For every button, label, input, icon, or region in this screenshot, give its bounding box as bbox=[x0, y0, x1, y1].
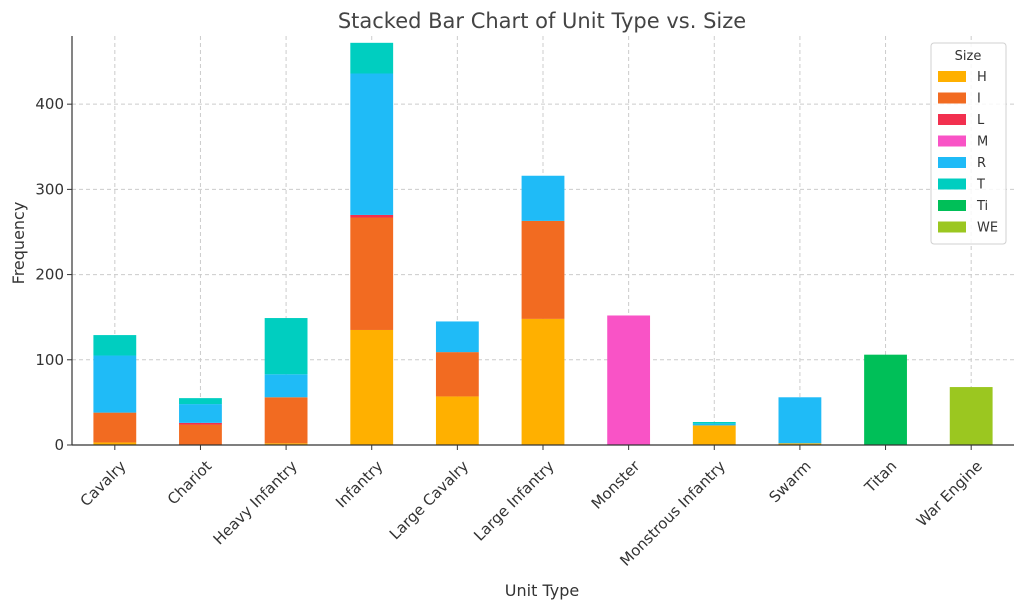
chart-title: Stacked Bar Chart of Unit Type vs. Size bbox=[338, 9, 746, 33]
y-axis-label: Frequency bbox=[9, 202, 28, 285]
y-tick-label: 200 bbox=[35, 266, 64, 284]
y-tick-label: 300 bbox=[35, 180, 64, 198]
bar-segment-r bbox=[778, 397, 822, 444]
bar-segment-h bbox=[435, 396, 479, 445]
legend-swatch-i bbox=[938, 92, 966, 104]
bar-segment-t bbox=[179, 398, 222, 405]
bar-segment-ti bbox=[864, 354, 907, 445]
legend-label: H bbox=[977, 70, 987, 85]
legend-swatch-ti bbox=[938, 200, 966, 211]
y-tick-label: 400 bbox=[35, 95, 64, 113]
bar-segment-l bbox=[179, 422, 222, 425]
legend-swatch-l bbox=[938, 114, 966, 125]
bar-segment-i bbox=[179, 424, 222, 445]
bar-segment-h bbox=[778, 443, 822, 445]
x-tick-label: Infantry bbox=[332, 457, 386, 511]
bar-segment-r bbox=[435, 321, 479, 353]
bar-segment-r bbox=[692, 423, 736, 426]
x-tick-label: Monster bbox=[588, 456, 644, 512]
legend-label: I bbox=[977, 92, 981, 107]
bar-segment-i bbox=[350, 217, 394, 330]
y-tick-label: 0 bbox=[54, 436, 64, 454]
legend-swatch-h bbox=[938, 71, 966, 82]
x-tick-label: Large Infantry bbox=[470, 457, 558, 545]
bar-segment-i bbox=[435, 352, 479, 397]
bar-segment-h bbox=[521, 318, 565, 445]
legend-label: R bbox=[977, 156, 986, 171]
bar-segment-r bbox=[521, 175, 565, 221]
x-tick-label: Swarm bbox=[766, 457, 815, 506]
x-tick-label: Chariot bbox=[164, 457, 215, 508]
x-tick-label: War Engine bbox=[913, 457, 986, 530]
bar-segment-t bbox=[93, 335, 137, 356]
bar-segment-h bbox=[93, 442, 137, 445]
bar-segment-m bbox=[607, 315, 651, 445]
bar-segment-we bbox=[949, 387, 993, 445]
legend-label: WE bbox=[977, 221, 998, 236]
bar-segment-i bbox=[93, 412, 137, 443]
y-tick-label: 100 bbox=[35, 351, 64, 369]
legend-swatch-t bbox=[938, 178, 966, 190]
legend-label: M bbox=[977, 135, 988, 150]
x-tick-label: Titan bbox=[860, 457, 900, 497]
bar-segment-r bbox=[264, 374, 308, 398]
bar-segment-i bbox=[264, 397, 308, 444]
bar-segment-r bbox=[350, 73, 394, 215]
legend-label: L bbox=[977, 113, 985, 128]
bar-segment-t bbox=[350, 42, 394, 74]
bars bbox=[93, 42, 993, 445]
x-tick-label: Cavalry bbox=[77, 457, 130, 510]
legend-label: Ti bbox=[976, 199, 988, 214]
bar-segment-h bbox=[264, 443, 308, 445]
bar-segment-r bbox=[93, 355, 137, 413]
legend-swatch-r bbox=[938, 157, 966, 168]
axes bbox=[67, 36, 1014, 450]
bar-segment-r bbox=[179, 404, 222, 423]
x-tick-label: Heavy Infantry bbox=[210, 457, 301, 548]
x-tick-label: Large Cavalry bbox=[386, 457, 472, 543]
bar-segment-l bbox=[350, 214, 394, 218]
bar-segment-h bbox=[692, 425, 736, 445]
legend-swatch-we bbox=[938, 221, 966, 233]
legend-title: Size bbox=[955, 49, 982, 64]
bar-segment-t bbox=[264, 318, 308, 375]
bar-segment-i bbox=[521, 220, 565, 319]
x-axis-label: Unit Type bbox=[505, 581, 579, 600]
bar-segment-t bbox=[692, 421, 736, 424]
bar-segment-h bbox=[350, 329, 394, 445]
legend-label: T bbox=[976, 178, 985, 193]
legend-swatch-m bbox=[938, 135, 966, 147]
